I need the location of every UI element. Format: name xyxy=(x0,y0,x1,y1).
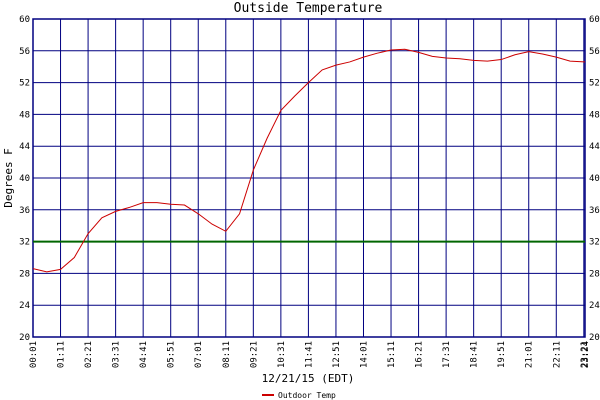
y-tick-label: 36 xyxy=(19,206,30,216)
x-tick-label: 00:01 xyxy=(29,341,39,368)
y-tick-label: 24 xyxy=(19,301,30,311)
y-tick-label-right: 60 xyxy=(589,15,600,25)
data-line xyxy=(32,48,585,273)
y-tick-label-right: 24 xyxy=(589,301,600,311)
y-tick-label: 48 xyxy=(19,110,30,120)
chart-title: Outside Temperature xyxy=(234,1,383,16)
y-tick-label-right: 56 xyxy=(589,47,600,57)
x-tick-label: 04:41 xyxy=(139,341,149,368)
x-tick-label: 23:21 xyxy=(580,341,590,368)
y-tick-label: 28 xyxy=(19,269,30,279)
y-tick-label-right: 28 xyxy=(589,269,600,279)
y-tick-label-right: 44 xyxy=(589,142,600,152)
y-tick-label-right: 36 xyxy=(589,206,600,216)
x-tick-label: 01:11 xyxy=(57,341,67,368)
x-tick-label: 10:31 xyxy=(277,341,287,368)
plot-border xyxy=(32,18,586,338)
x-tick-label: 05:51 xyxy=(167,341,177,368)
x-tick-label: 21:01 xyxy=(525,341,535,368)
x-tick-label: 17:31 xyxy=(442,341,452,368)
y-tick-label: 20 xyxy=(19,333,30,343)
y-tick-label-right: 52 xyxy=(589,79,600,89)
y-tick-label: 40 xyxy=(19,174,30,184)
y-tick-label: 60 xyxy=(19,15,30,25)
y-tick-label-right: 48 xyxy=(589,110,600,120)
y-tick-label: 32 xyxy=(19,238,30,248)
x-tick-label: 07:01 xyxy=(194,341,204,368)
x-tick-label: 14:01 xyxy=(359,341,369,368)
x-tick-label: 11:41 xyxy=(304,341,314,368)
legend-label: Outdoor Temp xyxy=(278,391,336,400)
x-tick-label: 12:51 xyxy=(332,341,342,368)
y-tick-label-right: 20 xyxy=(589,333,600,343)
x-tick-label: 15:11 xyxy=(387,341,397,368)
x-tick-label: 16:21 xyxy=(415,341,425,368)
x-tick-label: 18:41 xyxy=(470,341,480,368)
y-tick-label: 56 xyxy=(19,47,30,57)
x-tick-label: 23:24 xyxy=(581,341,591,368)
x-tick-label: 22:11 xyxy=(552,341,562,368)
y-axis-label: Degrees F xyxy=(2,148,15,208)
x-axis-label: 12/21/15 (EDT) xyxy=(262,372,355,385)
y-tick-label-right: 32 xyxy=(589,238,600,248)
x-tick-label: 08:11 xyxy=(222,341,232,368)
x-tick-label: 09:21 xyxy=(249,341,259,368)
x-tick-label: 19:51 xyxy=(497,341,507,368)
x-tick-label: 02:21 xyxy=(84,341,94,368)
y-tick-label: 44 xyxy=(19,142,30,152)
y-tick-label-right: 40 xyxy=(589,174,600,184)
x-tick-label: 03:31 xyxy=(112,341,122,368)
y-tick-label: 52 xyxy=(19,79,30,89)
